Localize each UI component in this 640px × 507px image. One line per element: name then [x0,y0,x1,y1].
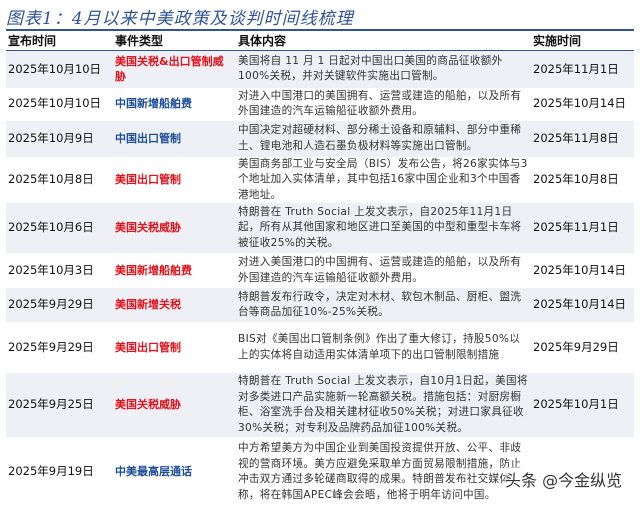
date-cell: 2025年10月10日 [8,96,102,111]
event-type-cell: 中国出口管制 [113,120,236,157]
header-type: 事件类型 [113,31,236,51]
title-divider [6,29,634,31]
event-type-cell: 美国出口管制 [115,173,181,186]
date-cell: 2025年9月25日 [6,373,113,437]
event-type-cell: 美国关税威胁 [113,203,236,253]
timeline-table: 宣布时间 事件类型 具体内容 实施时间 2025年10月10日 美国关税&出口管制… [6,31,634,507]
content-cell: 中方希望美方为中国企业到美国投资提供开放、公平、非歧视的营商环境。美方应避免采取… [238,442,522,501]
content-cell: BIS对《美国出口管制条例》作出了重大修订，持股50%以上的实体将自动适用实体清… [238,333,521,361]
content-cell: 中国决定对超硬材料、部分稀土设备和原辅料、部分中重稀土、锂电池和人造石墨负极材料… [236,120,531,157]
table-row: 2025年10月10日 中国新增船舶费 对进入中国港口的美国拥有、运营或建造的船舶，… [6,88,634,121]
watermark: 头条 @今金纵览 [505,467,623,491]
table-row: 2025年10月10日 美国关税&出口管制威胁 美国将自 11 月 1 日起对中国出… [6,50,634,88]
date-cell: 2025年9月19日 [8,464,94,479]
event-type-cell: 美国出口管制 [115,340,181,354]
implementation-date-cell: 2025年9月29日 [533,339,619,354]
figure-title: 图表1：4月以来中美政策及谈判时间线梳理 [6,9,354,29]
content-cell: 特朗普在 Truth Social 上发文表示，自10月1日起，美国将对多类进口… [236,373,531,437]
implementation-date-cell: 2025年11月1日 [531,50,634,88]
table-row: 2025年10月9日 中国出口管制 中国决定对超硬材料、部分稀土设备和原辅料、部分中… [6,120,634,157]
content-cell: 对进入美国港口的中国拥有、运营或建造的船舶，以及所有外国建造的汽车运输船征收额外… [238,256,522,284]
date-cell: 2025年10月9日 [6,120,113,157]
event-type-cell: 美国新增关税 [113,288,236,322]
date-cell: 2025年9月29日 [6,288,113,322]
content-cell: 特朗普发布行政令，决定对木材、软包木制品、厨柜、盥洗台等商品加征10%-25%关… [236,288,531,322]
content-cell: 美国商务部工业与安全局（BIS）发布公告，将26家实体与3个地址加入实体清单，其… [238,157,528,201]
table-row: 2025年9月25日 美国关税威胁 特朗普在 Truth Social 上发文表示，… [6,373,634,437]
implementation-date-cell: 2025年11月8日 [531,120,634,157]
table-row: 2025年10月6日 美国关税威胁 特朗普在 Truth Social 上发文表示，… [6,203,634,253]
date-cell: 2025年10月3日 [8,262,94,277]
date-cell: 2025年10月8日 [8,172,94,186]
implementation-date-cell: 2025年10月1日 [531,373,634,437]
implementation-date-cell: 2025年10月8日 [533,172,619,186]
event-type-cell: 中美最高层通话 [115,465,192,479]
event-type-cell: 美国关税&出口管制威胁 [113,50,236,88]
content-cell: 美国将自 11 月 1 日起对中国出口美国的商品征收额外100%关税，并对关键软… [236,50,531,88]
content-cell: 特朗普在 Truth Social 上发文表示，自2025年11月1日起，所有从… [236,203,531,253]
event-type-cell: 美国新增船舶费 [115,263,192,277]
implementation-date-cell: 2025年10月14日 [531,288,634,322]
header-content: 具体内容 [236,31,531,51]
event-type-cell: 美国关税威胁 [113,373,236,437]
table-row: 2025年9月19日 中美最高层通话 中方希望美方为中国企业到美国投资提供开放、公平… [6,437,634,507]
table-row: 2025年9月29日 美国出口管制 BIS对《美国出口管制条例》作出了重大修订，持股… [6,322,634,373]
table-row: 2025年9月29日 美国新增关税 特朗普发布行政令，决定对木材、软包木制品、厨柜、… [6,288,634,322]
header-impl: 实施时间 [531,31,634,51]
event-type-cell: 中国新增船舶费 [115,97,192,111]
table-row: 2025年10月8日 美国出口管制 美国商务部工业与安全局（BIS）发布公告，将26… [6,157,634,204]
table-row: 2025年10月3日 美国新增船舶费 对进入美国港口的中国拥有、运营或建造的船舶，以… [6,253,634,288]
date-cell: 2025年10月10日 [6,50,113,88]
implementation-date-cell: 2025年10月14日 [533,96,627,111]
content-cell: 对进入中国港口的美国拥有、运营或建造的船舶，以及所有外国建造的汽车运输船征收额外… [238,89,522,118]
header-date: 宣布时间 [6,31,113,51]
implementation-date-cell: 2025年10月14日 [533,262,627,277]
date-cell: 2025年9月29日 [8,339,94,354]
implementation-date-cell: 2025年11月1日 [531,203,634,253]
table-header: 宣布时间 事件类型 具体内容 实施时间 [6,31,634,51]
date-cell: 2025年10月6日 [6,203,113,253]
